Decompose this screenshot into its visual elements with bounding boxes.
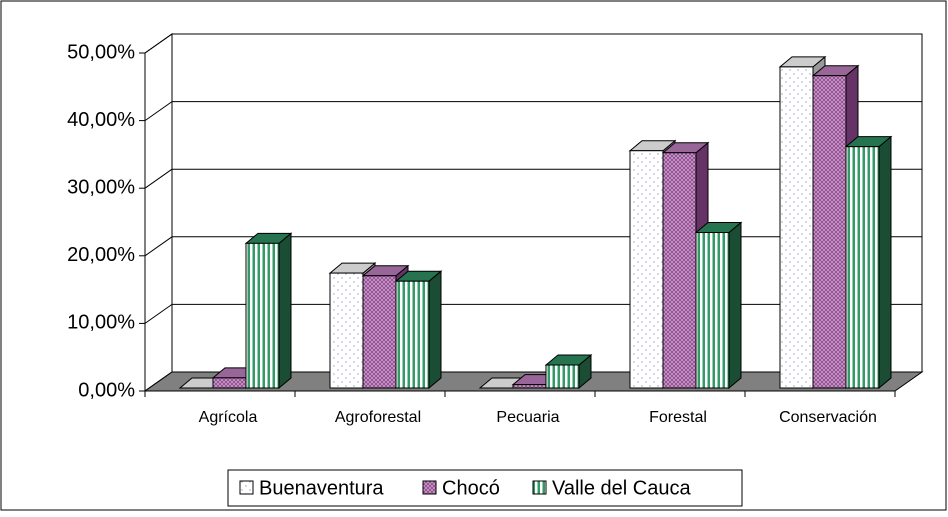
side-wall — [144, 33, 173, 392]
x-tick-label: Agrícola — [199, 409, 258, 426]
y-tick-label: 20,00% — [67, 244, 135, 266]
legend-label: Chocó — [442, 477, 500, 499]
bar-front — [545, 364, 580, 389]
y-tick-label: 10,00% — [67, 312, 135, 334]
bar-front — [812, 75, 847, 389]
legend-box — [227, 469, 743, 507]
legend-swatch — [422, 480, 437, 495]
bar-front — [779, 66, 814, 389]
y-tick-label: 50,00% — [67, 41, 135, 63]
y-tick-label: 0,00% — [78, 379, 135, 401]
bar — [544, 353, 593, 390]
x-tick-label: Conservación — [779, 409, 877, 426]
bar-front — [629, 150, 664, 389]
legend-swatch — [532, 480, 547, 495]
bar-side — [428, 270, 442, 390]
bar-front — [329, 272, 364, 389]
x-tick-label: Pecuaria — [496, 409, 559, 426]
bar-front — [212, 377, 247, 389]
grid-line-side — [144, 303, 173, 324]
bar-front — [512, 384, 547, 389]
y-tick-label: 30,00% — [67, 176, 135, 198]
bar-front — [662, 152, 697, 389]
bar-front — [395, 280, 430, 389]
bar — [244, 232, 293, 390]
bar — [394, 270, 443, 390]
grid-line-side — [144, 236, 173, 257]
bar-front — [362, 275, 397, 389]
bar-front — [845, 146, 880, 389]
x-tick-label: Agroforestal — [335, 409, 421, 426]
grid-line-side — [144, 101, 173, 122]
bar-side — [878, 135, 892, 390]
grid-line-side — [144, 168, 173, 189]
bar-side — [728, 221, 742, 390]
bar — [694, 221, 743, 390]
bar-front — [245, 242, 280, 389]
grid-line-side — [144, 33, 173, 54]
y-tick-label: 40,00% — [67, 109, 135, 131]
x-tick-label: Forestal — [649, 409, 707, 426]
legend-swatch — [239, 480, 254, 495]
legend-label: Valle del Cauca — [552, 477, 691, 499]
bar-side — [278, 232, 292, 390]
bar-front — [695, 232, 730, 389]
bar — [844, 135, 893, 390]
legend-label: Buenaventura — [259, 477, 384, 499]
